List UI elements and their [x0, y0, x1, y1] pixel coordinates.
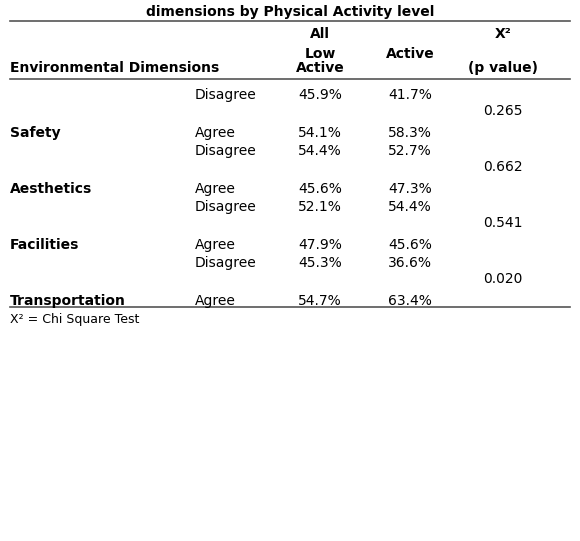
Text: 54.7%: 54.7% — [298, 294, 342, 308]
Text: Facilities: Facilities — [10, 238, 79, 252]
Text: Disagree: Disagree — [195, 256, 257, 270]
Text: 0.020: 0.020 — [483, 272, 523, 286]
Text: Disagree: Disagree — [195, 200, 257, 214]
Text: 0.662: 0.662 — [483, 160, 523, 174]
Text: 45.6%: 45.6% — [388, 238, 432, 252]
Text: Disagree: Disagree — [195, 144, 257, 158]
Text: 45.3%: 45.3% — [298, 256, 342, 270]
Text: 54.4%: 54.4% — [298, 144, 342, 158]
Text: 52.7%: 52.7% — [388, 144, 432, 158]
Text: Agree: Agree — [195, 238, 236, 252]
Text: Active: Active — [386, 47, 434, 61]
Text: 41.7%: 41.7% — [388, 88, 432, 102]
Text: 54.4%: 54.4% — [388, 200, 432, 214]
Text: Transportation: Transportation — [10, 294, 126, 308]
Text: 63.4%: 63.4% — [388, 294, 432, 308]
Text: 36.6%: 36.6% — [388, 256, 432, 270]
Text: 54.1%: 54.1% — [298, 126, 342, 140]
Text: Agree: Agree — [195, 182, 236, 196]
Text: Safety: Safety — [10, 126, 61, 140]
Text: 45.6%: 45.6% — [298, 182, 342, 196]
Text: Low: Low — [304, 47, 336, 61]
Text: X² = Chi Square Test: X² = Chi Square Test — [10, 313, 139, 326]
Text: (p value): (p value) — [468, 61, 538, 75]
Text: Disagree: Disagree — [195, 88, 257, 102]
Text: 47.9%: 47.9% — [298, 238, 342, 252]
Text: 0.265: 0.265 — [483, 104, 523, 118]
Text: 45.9%: 45.9% — [298, 88, 342, 102]
Text: Environmental Dimensions: Environmental Dimensions — [10, 61, 219, 75]
Text: X²: X² — [495, 27, 512, 41]
Text: 47.3%: 47.3% — [388, 182, 432, 196]
Text: Agree: Agree — [195, 294, 236, 308]
Text: All: All — [310, 27, 330, 41]
Text: Agree: Agree — [195, 126, 236, 140]
Text: 52.1%: 52.1% — [298, 200, 342, 214]
Text: 58.3%: 58.3% — [388, 126, 432, 140]
Text: 0.541: 0.541 — [483, 216, 523, 230]
Text: Aesthetics: Aesthetics — [10, 182, 92, 196]
Text: dimensions by Physical Activity level: dimensions by Physical Activity level — [146, 5, 434, 19]
Text: Active: Active — [296, 61, 345, 75]
